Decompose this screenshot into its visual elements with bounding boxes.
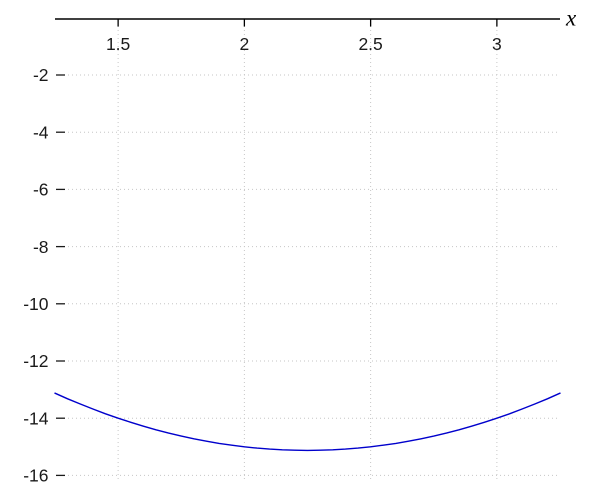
x-tick-label: 2.5	[358, 34, 382, 54]
x-axis	[55, 18, 560, 27]
x-axis-title: x	[565, 6, 577, 31]
y-tick-label: -6	[33, 180, 49, 200]
y-tick-label: -14	[23, 408, 49, 428]
gridlines	[68, 26, 560, 480]
y-tick-label: -16	[23, 466, 48, 486]
function-curve	[54, 392, 561, 452]
y-tick-label: -4	[33, 122, 49, 142]
x-tick-label: 2	[240, 34, 250, 54]
x-tick-label: 1.5	[106, 34, 130, 54]
y-tick-label: -8	[33, 237, 49, 257]
series-curves	[54, 392, 561, 452]
x-tick-label: 3	[492, 34, 502, 54]
y-tick-label: -2	[33, 65, 49, 85]
tick-labels: -2 -4 -6 -8 -10 -12 -14 -16 1.5 2 2.5 3	[23, 34, 502, 486]
y-tick-label: -10	[23, 294, 49, 314]
y-tick-label: -12	[23, 351, 48, 371]
y-axis-ticks	[56, 74, 65, 477]
